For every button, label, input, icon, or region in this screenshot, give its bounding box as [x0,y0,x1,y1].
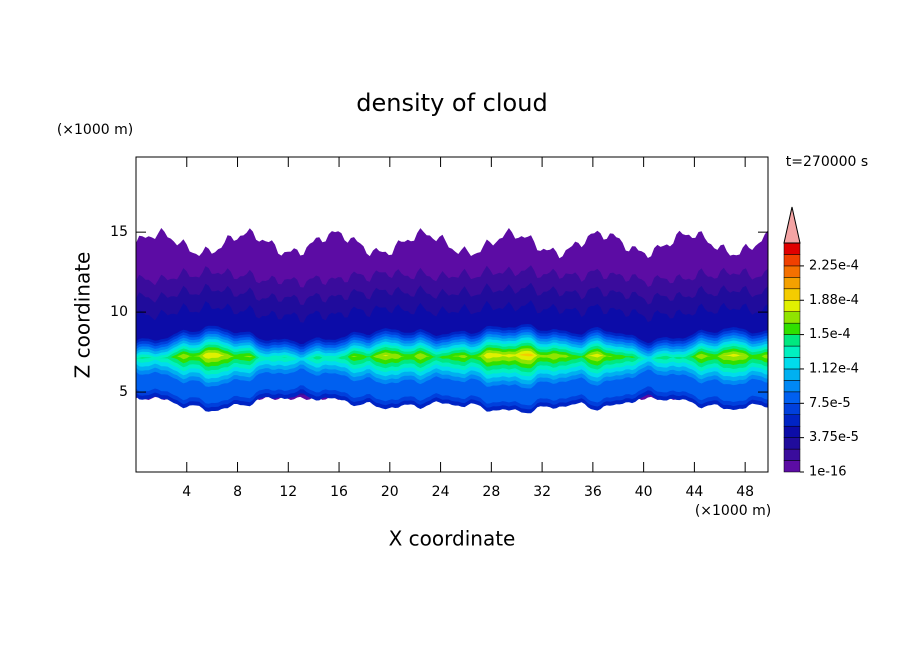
x-tick-label: 12 [279,484,297,500]
plot-frame [135,156,769,473]
x-tick-label: 28 [482,484,500,500]
y-tick-label: 5 [119,384,128,400]
x-tick-label: 44 [685,484,703,500]
colorbar-label: 7.5e-5 [809,396,851,411]
colorbar-segment [783,368,801,381]
colorbar-label: 1.12e-4 [809,361,859,376]
x-tick-label: 8 [233,484,242,500]
colorbar-segment [783,380,801,393]
colorbar-label: 1e-16 [809,465,847,480]
colorbar-label: 2.25e-4 [809,258,859,273]
colorbar-segment [783,322,801,335]
x-tick-label: 32 [533,484,551,500]
y-axis-label: Z coordinate [71,252,95,379]
x-axis-label: X coordinate [389,527,516,551]
colorbar-segment [783,391,801,404]
colorbar-segment [783,265,801,278]
y-unit: (×1000 m) [57,122,133,138]
colorbar-segment [783,425,801,438]
y-tick-label: 15 [110,224,128,240]
colorbar-segment [783,300,801,312]
contour-field [136,228,768,414]
x-tick-label: 4 [182,484,191,500]
contour-band [136,345,768,369]
y-tick-label: 10 [110,304,128,320]
colorbar-segment [783,254,801,267]
time-label: t=270000 s [786,154,868,170]
x-unit: (×1000 m) [695,503,771,519]
x-tick-label: 48 [736,484,754,500]
colorbar-segment [783,460,801,473]
x-tick-label: 20 [381,484,399,500]
colorbar-segment [783,334,801,347]
colorbar-segment [783,448,801,461]
x-tick-label: 40 [635,484,653,500]
colorbar-over [783,206,801,244]
x-tick-label: 36 [584,484,602,500]
x-tick-label: 16 [330,484,348,500]
colorbar-segment [783,345,801,358]
colorbar-segment [783,311,801,324]
x-tick-label: 24 [432,484,450,500]
colorbar-segment [783,437,801,450]
colorbar-segment [783,242,801,255]
colorbar-segment [783,403,801,415]
colorbar-segment [783,414,801,427]
chart-title: density of cloud [356,89,547,117]
colorbar-label: 1.88e-4 [809,293,859,308]
colorbar-segment [783,277,801,290]
colorbar-label: 1.5e-4 [809,327,851,342]
colorbar-segment [783,357,801,370]
colorbar-label: 3.75e-5 [809,430,859,445]
colorbar-segment [783,288,801,301]
